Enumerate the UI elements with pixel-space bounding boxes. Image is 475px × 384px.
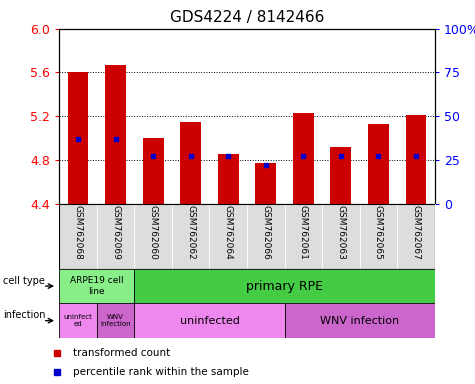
Bar	[285, 204, 322, 269]
Text: ARPE19 cell
line: ARPE19 cell line	[70, 276, 124, 296]
Bar	[97, 204, 134, 269]
Bar	[322, 204, 360, 269]
Bar	[397, 204, 435, 269]
Text: GSM762067: GSM762067	[411, 205, 420, 260]
Bar	[406, 115, 426, 204]
Text: WNV
infection: WNV infection	[100, 314, 131, 327]
Bar	[218, 154, 238, 204]
Text: GSM762062: GSM762062	[186, 205, 195, 260]
Text: GSM762066: GSM762066	[261, 205, 270, 260]
Bar	[59, 303, 97, 338]
Text: WNV infection: WNV infection	[320, 316, 399, 326]
Bar	[209, 204, 247, 269]
Bar	[134, 204, 172, 269]
Text: cell type: cell type	[3, 276, 45, 286]
Bar	[59, 269, 134, 303]
Bar	[105, 65, 126, 204]
Text: uninfected: uninfected	[180, 316, 239, 326]
Text: uninfect
ed: uninfect ed	[64, 314, 93, 327]
Bar	[256, 163, 276, 204]
Text: GSM762065: GSM762065	[374, 205, 383, 260]
Bar	[97, 303, 134, 338]
Bar	[360, 204, 397, 269]
Text: transformed count: transformed count	[73, 348, 171, 358]
Bar	[180, 122, 201, 204]
Bar	[172, 204, 209, 269]
Bar	[368, 124, 389, 204]
Text: GSM762063: GSM762063	[336, 205, 345, 260]
Text: GSM762060: GSM762060	[149, 205, 158, 260]
Bar	[134, 269, 435, 303]
Bar	[285, 303, 435, 338]
Text: percentile rank within the sample: percentile rank within the sample	[73, 367, 249, 377]
Bar	[143, 138, 163, 204]
Bar	[68, 73, 88, 204]
Bar	[293, 113, 314, 204]
Title: GDS4224 / 8142466: GDS4224 / 8142466	[170, 10, 324, 25]
Text: primary RPE: primary RPE	[246, 280, 323, 293]
Text: infection: infection	[3, 310, 46, 321]
Bar	[247, 204, 285, 269]
Text: GSM762064: GSM762064	[224, 205, 233, 260]
Bar	[331, 147, 351, 204]
Text: GSM762068: GSM762068	[74, 205, 83, 260]
Text: GSM762061: GSM762061	[299, 205, 308, 260]
Bar	[134, 303, 285, 338]
Bar	[59, 204, 97, 269]
Text: GSM762069: GSM762069	[111, 205, 120, 260]
